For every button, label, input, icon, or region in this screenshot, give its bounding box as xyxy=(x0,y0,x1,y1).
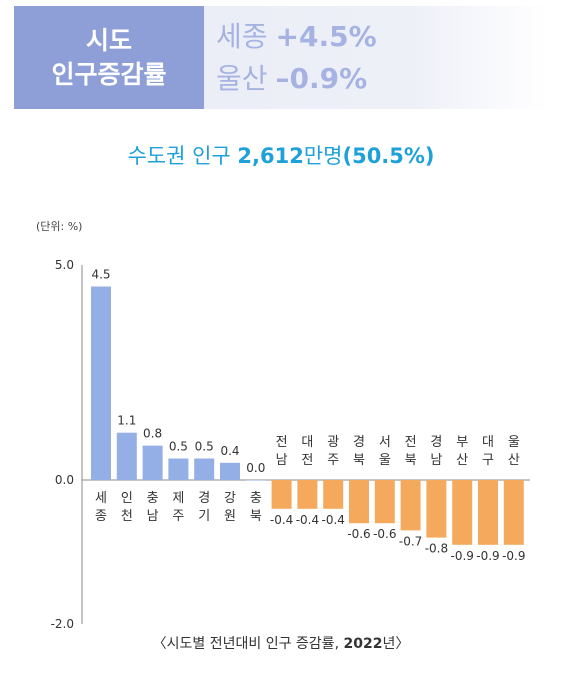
category-label: 북 xyxy=(405,453,417,468)
category-label: 남 xyxy=(430,453,442,468)
bar xyxy=(503,480,524,545)
category-label: 울 xyxy=(379,453,391,468)
subtitle: 수도권 인구 2,612만명(50.5%) xyxy=(0,140,562,170)
category-label: 울 xyxy=(508,435,520,450)
caption-close: 년〉 xyxy=(382,636,410,652)
category-label: 강 xyxy=(224,491,236,506)
bar xyxy=(452,480,473,545)
value-label: 0.0 xyxy=(246,461,265,475)
header-title-line2: 인구증감률 xyxy=(51,59,167,89)
header-banner: 시도 인구증감률 세종 +4.5% 울산 –0.9% xyxy=(14,6,548,109)
category-label: 구 xyxy=(482,453,494,468)
stat-top-value: +4.5% xyxy=(275,19,377,53)
category-label: 주 xyxy=(172,509,184,524)
bar xyxy=(323,480,344,509)
value-label: -0.9 xyxy=(476,549,499,563)
category-label: 남 xyxy=(276,453,288,468)
category-label: 전 xyxy=(405,435,417,450)
category-label: 경 xyxy=(198,491,210,506)
bar xyxy=(426,480,447,538)
bar xyxy=(245,480,266,481)
bar xyxy=(194,458,215,480)
category-label: 경 xyxy=(353,435,365,450)
category-label: 대 xyxy=(301,435,313,450)
header-title-line1: 시도 xyxy=(85,25,132,55)
header-title-box: 시도 인구증감률 xyxy=(14,6,204,109)
subtitle-prefix: 수도권 인구 xyxy=(127,144,238,168)
value-label: 0.5 xyxy=(169,440,188,454)
category-label: 제 xyxy=(172,491,184,506)
category-label: 서 xyxy=(379,435,391,450)
bar xyxy=(400,480,421,531)
category-label: 세 xyxy=(95,491,107,506)
value-label: 0.4 xyxy=(220,444,239,458)
y-tick-label: 5.0 xyxy=(55,258,74,272)
bar xyxy=(91,286,111,480)
value-label: 1.1 xyxy=(117,414,136,428)
bar xyxy=(297,480,318,509)
value-label: 0.8 xyxy=(143,427,162,441)
unit-label: (단위: %) xyxy=(36,220,83,233)
caption-year: 2022 xyxy=(343,636,383,652)
category-label: 남 xyxy=(147,509,159,524)
y-tick-label: -2.0 xyxy=(51,617,74,631)
category-label: 천 xyxy=(121,509,133,524)
category-label: 산 xyxy=(508,453,520,468)
category-label: 충 xyxy=(250,491,262,506)
bar xyxy=(349,480,369,524)
category-label: 종 xyxy=(95,509,107,524)
stat-bottom-value: –0.9% xyxy=(275,61,368,95)
category-label: 충 xyxy=(147,491,159,506)
value-label: -0.8 xyxy=(425,542,448,556)
bar xyxy=(142,445,163,480)
category-label: 인 xyxy=(121,491,133,506)
category-label: 산 xyxy=(456,453,468,468)
value-label: -0.6 xyxy=(373,527,396,541)
category-label: 경 xyxy=(430,435,442,450)
category-label: 전 xyxy=(276,435,288,450)
value-label: 0.5 xyxy=(195,440,214,454)
bar xyxy=(116,432,137,480)
bar xyxy=(220,462,240,480)
value-label: -0.6 xyxy=(347,527,370,541)
category-label: 광 xyxy=(327,435,339,450)
category-label: 주 xyxy=(327,453,339,468)
stat-bottom-label: 울산 xyxy=(216,61,268,95)
stat-top-label: 세종 xyxy=(216,19,268,53)
chart-caption: 〈시도별 전년대비 인구 증감률, 2022년〉 xyxy=(0,633,562,653)
value-label: 4.5 xyxy=(91,268,110,282)
category-label: 기 xyxy=(198,509,210,524)
caption-open: 〈시도별 전년대비 인구 증감률, xyxy=(152,636,344,652)
bar xyxy=(271,480,292,509)
value-label: -0.4 xyxy=(270,513,293,527)
bar xyxy=(168,458,189,480)
category-label: 전 xyxy=(301,453,313,468)
bar xyxy=(478,480,498,545)
subtitle-number: 2,612 xyxy=(237,144,304,168)
value-label: -0.7 xyxy=(399,534,422,548)
subtitle-unit: 만명 xyxy=(303,144,343,168)
category-label: 부 xyxy=(456,435,468,450)
stat-bottom: 울산 –0.9% xyxy=(216,58,548,100)
bar xyxy=(374,480,395,524)
value-label: -0.9 xyxy=(450,549,473,563)
stat-top: 세종 +4.5% xyxy=(216,16,548,58)
value-label: -0.4 xyxy=(321,513,344,527)
value-label: -0.4 xyxy=(296,513,319,527)
subtitle-pct: (50.5%) xyxy=(342,144,435,168)
category-label: 북 xyxy=(353,453,365,468)
category-label: 원 xyxy=(224,509,236,524)
header-stats: 세종 +4.5% 울산 –0.9% xyxy=(204,6,548,109)
y-tick-label: 0.0 xyxy=(55,473,74,487)
category-label: 북 xyxy=(250,509,262,524)
value-label: -0.9 xyxy=(502,549,525,563)
category-label: 대 xyxy=(482,435,494,450)
